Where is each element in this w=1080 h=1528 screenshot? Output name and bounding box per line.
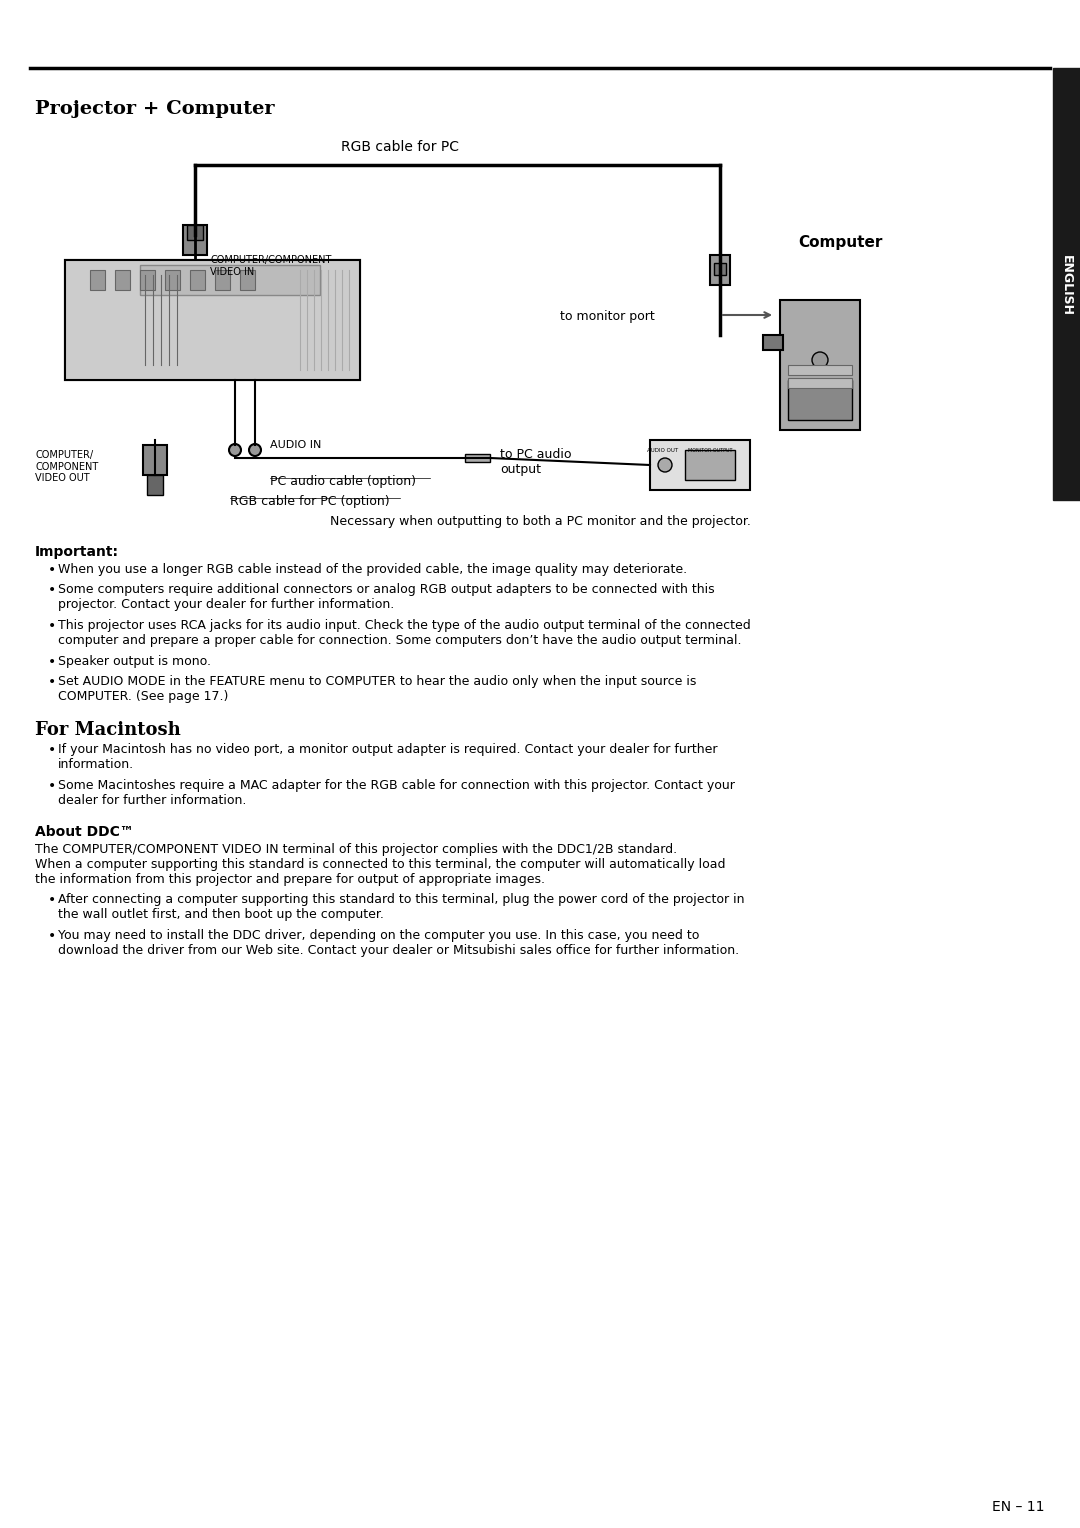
Text: PC audio cable (option): PC audio cable (option): [270, 475, 416, 487]
Bar: [187, 225, 203, 240]
Text: •: •: [48, 675, 56, 689]
Circle shape: [145, 280, 156, 290]
Text: •: •: [48, 929, 56, 943]
Text: ENGLISH: ENGLISH: [1059, 255, 1072, 315]
Bar: [165, 270, 180, 290]
Circle shape: [225, 280, 235, 290]
Text: If your Macintosh has no video port, a monitor output adapter is required. Conta: If your Macintosh has no video port, a m…: [58, 743, 717, 772]
Bar: [465, 454, 490, 461]
Text: After connecting a computer supporting this standard to this terminal, plug the : After connecting a computer supporting t…: [58, 892, 744, 921]
Bar: [90, 270, 105, 290]
Text: MONITOR OUTPUT: MONITOR OUTPUT: [688, 448, 732, 452]
Text: •: •: [48, 619, 56, 633]
Bar: [140, 264, 320, 295]
Circle shape: [185, 280, 195, 290]
Bar: [780, 299, 860, 429]
Bar: [65, 260, 360, 380]
Circle shape: [80, 310, 100, 330]
Bar: [240, 270, 255, 290]
Bar: [215, 270, 230, 290]
Bar: [788, 365, 852, 374]
Text: This projector uses RCA jacks for its audio input. Check the type of the audio o: This projector uses RCA jacks for its au…: [58, 619, 751, 646]
Bar: [762, 335, 783, 350]
Circle shape: [72, 303, 108, 338]
Text: •: •: [48, 779, 56, 793]
Bar: [147, 475, 163, 495]
Circle shape: [245, 280, 255, 290]
Bar: [143, 445, 167, 475]
Circle shape: [812, 351, 828, 368]
Bar: [714, 263, 726, 275]
Bar: [685, 451, 735, 480]
Text: •: •: [48, 584, 56, 597]
Text: •: •: [48, 562, 56, 578]
Bar: [650, 440, 750, 490]
Text: to PC audio
output: to PC audio output: [500, 448, 571, 477]
Text: Set AUDIO MODE in the FEATURE menu to COMPUTER to hear the audio only when the i: Set AUDIO MODE in the FEATURE menu to CO…: [58, 675, 697, 703]
Text: When a computer supporting this standard is connected to this terminal, the comp: When a computer supporting this standard…: [35, 859, 726, 871]
Text: Speaker output is mono.: Speaker output is mono.: [58, 656, 211, 668]
Bar: [788, 380, 852, 420]
Text: COMPUTER/COMPONENT
VIDEO IN: COMPUTER/COMPONENT VIDEO IN: [210, 255, 332, 277]
Text: RGB cable for PC: RGB cable for PC: [341, 141, 459, 154]
Text: You may need to install the DDC driver, depending on the computer you use. In th: You may need to install the DDC driver, …: [58, 929, 739, 957]
Circle shape: [229, 445, 241, 455]
Text: the information from this projector and prepare for output of appropriate images: the information from this projector and …: [35, 872, 545, 886]
Text: Projector + Computer: Projector + Computer: [35, 99, 274, 118]
Text: About DDC™: About DDC™: [35, 825, 134, 839]
Text: to monitor port: to monitor port: [561, 310, 654, 322]
Text: •: •: [48, 656, 56, 669]
Text: Computer: Computer: [798, 235, 882, 251]
Circle shape: [205, 280, 215, 290]
Text: Necessary when outputting to both a PC monitor and the projector.: Necessary when outputting to both a PC m…: [329, 515, 751, 529]
Circle shape: [658, 458, 672, 472]
Bar: [710, 255, 730, 286]
Text: •: •: [48, 743, 56, 756]
Text: Some Macintoshes require a MAC adapter for the RGB cable for connection with thi: Some Macintoshes require a MAC adapter f…: [58, 779, 734, 807]
Text: EN – 11: EN – 11: [993, 1500, 1045, 1514]
Text: For Macintosh: For Macintosh: [35, 721, 180, 740]
Bar: [140, 270, 156, 290]
Text: COMPUTER/
COMPONENT
VIDEO OUT: COMPUTER/ COMPONENT VIDEO OUT: [35, 451, 98, 483]
Bar: [65, 260, 360, 380]
Circle shape: [165, 280, 175, 290]
Circle shape: [249, 445, 261, 455]
Text: •: •: [48, 892, 56, 908]
Text: AUDIO IN: AUDIO IN: [270, 440, 322, 451]
Text: AUDIO OUT: AUDIO OUT: [647, 448, 678, 452]
Text: Some computers require additional connectors or analog RGB output adapters to be: Some computers require additional connec…: [58, 584, 715, 611]
Text: When you use a longer RGB cable instead of the provided cable, the image quality: When you use a longer RGB cable instead …: [58, 562, 687, 576]
Bar: [190, 270, 205, 290]
Bar: [788, 377, 852, 388]
Text: RGB cable for PC (option): RGB cable for PC (option): [230, 495, 390, 507]
Bar: [1053, 69, 1080, 500]
Text: The COMPUTER/COMPONENT VIDEO IN terminal of this projector complies with the DDC: The COMPUTER/COMPONENT VIDEO IN terminal…: [35, 843, 677, 856]
Bar: [114, 270, 130, 290]
Bar: [183, 225, 207, 255]
Text: Important:: Important:: [35, 545, 119, 559]
